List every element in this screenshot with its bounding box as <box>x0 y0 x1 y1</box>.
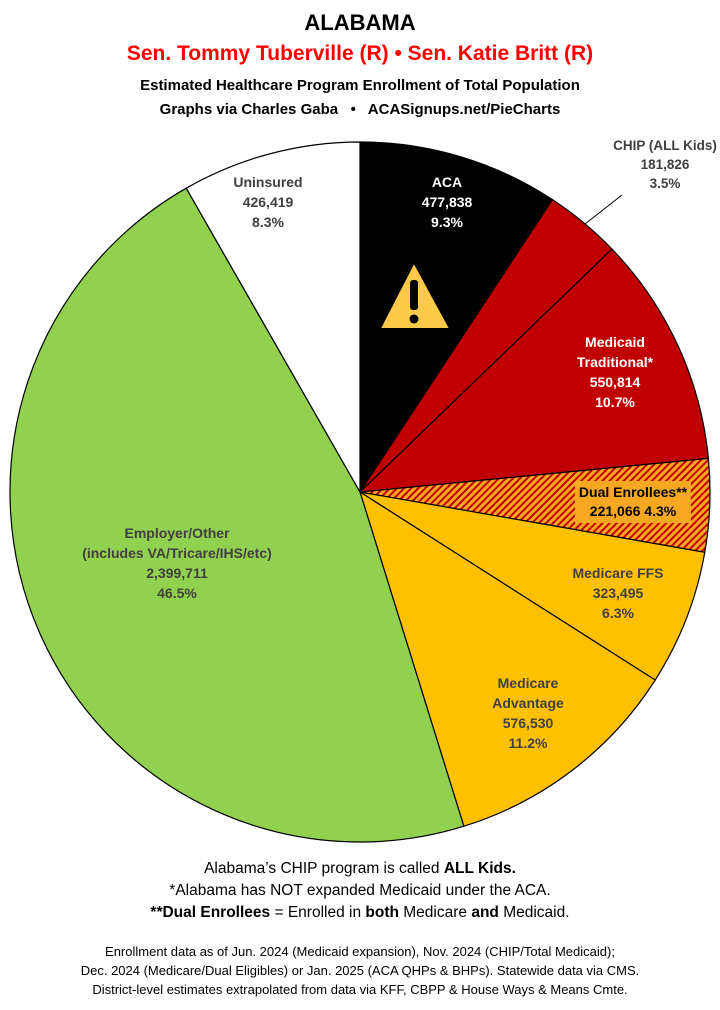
chart-subtitle: Estimated Healthcare Program Enrollment … <box>140 77 580 94</box>
label-value: 576,530 <box>502 715 554 731</box>
label-employer: Employer/Other (includes VA/Tricare/IHS/… <box>82 523 272 603</box>
note-text: Alabama’s CHIP program is called <box>204 860 444 877</box>
label-aca: ACA 477,838 9.3% <box>422 172 473 232</box>
note-bold: ALL Kids. <box>443 860 516 877</box>
label-pct: 3.5% <box>649 176 681 191</box>
pie-slice-aca <box>359 141 554 495</box>
footnotes: Alabama’s CHIP program is called ALL Kid… <box>0 858 720 924</box>
label-value: 181,826 <box>640 157 690 172</box>
label-name: CHIP (ALL Kids) <box>613 138 717 153</box>
label-name-2: Traditional* <box>576 354 654 370</box>
note-bold: both <box>365 904 399 921</box>
chart-title: ALABAMA <box>304 10 416 35</box>
note-bold: **Dual Enrollees <box>150 904 271 921</box>
note-medicaid: *Alabama has NOT expanded Medicaid under… <box>169 882 551 899</box>
pie-slice-employer-other-includes-va-tricare-ihs-etc <box>9 187 465 843</box>
senators: Sen. Tommy Tuberville (R) • Sen. Katie B… <box>126 42 594 65</box>
chip-leader-line <box>584 194 623 225</box>
pie-slice-medicaid-traditional <box>358 248 710 493</box>
label-uninsured: Uninsured 426,419 8.3% <box>233 172 302 232</box>
note-bold: and <box>471 904 499 921</box>
label-dual: Dual Enrollees** 221,066 4.3% <box>574 481 692 523</box>
note-dual: **Dual Enrollees = Enrolled in both Medi… <box>0 902 720 924</box>
label-medicare-advantage: Medicare Advantage 576,530 11.2% <box>492 673 564 753</box>
label-name: ACA <box>431 174 463 190</box>
source-line: District-level estimates extrapolated fr… <box>92 982 628 997</box>
label-name-2: (includes VA/Tricare/IHS/etc) <box>82 545 272 561</box>
note-text: = Enrolled in <box>270 904 366 921</box>
label-value: 323,495 <box>592 585 644 601</box>
label-pct: 6.3% <box>602 605 634 621</box>
pie-slice-uninsured <box>185 141 361 495</box>
label-value: 2,399,711 <box>146 565 208 581</box>
note-text: Medicare <box>398 904 472 921</box>
label-pct: 9.3% <box>431 214 463 230</box>
label-pct: 46.5% <box>157 585 197 601</box>
label-value: 221,066 4.3% <box>589 503 677 519</box>
label-name: Uninsured <box>233 174 303 190</box>
note-chip: Alabama’s CHIP program is called ALL Kid… <box>0 858 720 880</box>
label-medicare-ffs: Medicare FFS 323,495 6.3% <box>572 563 663 623</box>
label-chip: CHIP (ALL Kids) 181,826 3.5% <box>613 136 717 193</box>
label-name: Employer/Other <box>124 525 230 541</box>
label-value: 477,838 <box>421 194 473 210</box>
source-line: Enrollment data as of Jun. 2024 (Medicai… <box>105 944 615 959</box>
source-line: Dec. 2024 (Medicare/Dual Eligibles) or J… <box>80 963 640 978</box>
label-pct: 8.3% <box>252 214 284 230</box>
chart-credit: Graphs via Charles Gaba • ACASignups.net… <box>159 101 561 118</box>
label-value: 426,419 <box>242 194 294 210</box>
pie-slice-medicare-ffs <box>359 491 706 681</box>
label-medicaid: Medicaid Traditional* 550,814 10.7% <box>577 332 653 412</box>
warning-icon <box>376 258 454 332</box>
label-value: 550,814 <box>589 374 641 390</box>
label-pct: 11.2% <box>508 735 548 751</box>
label-name: Medicaid <box>585 334 645 350</box>
source-notes: Enrollment data as of Jun. 2024 (Medicai… <box>0 942 720 999</box>
label-pct: 10.7% <box>595 394 635 410</box>
pie-slice-medicare-advantage <box>358 490 657 827</box>
note-text: Medicaid. <box>498 904 570 921</box>
label-name: Medicare FFS <box>572 565 664 581</box>
label-name-2: Advantage <box>492 695 564 711</box>
label-name: Medicare <box>497 675 559 691</box>
label-name: Dual Enrollees** <box>578 484 688 500</box>
